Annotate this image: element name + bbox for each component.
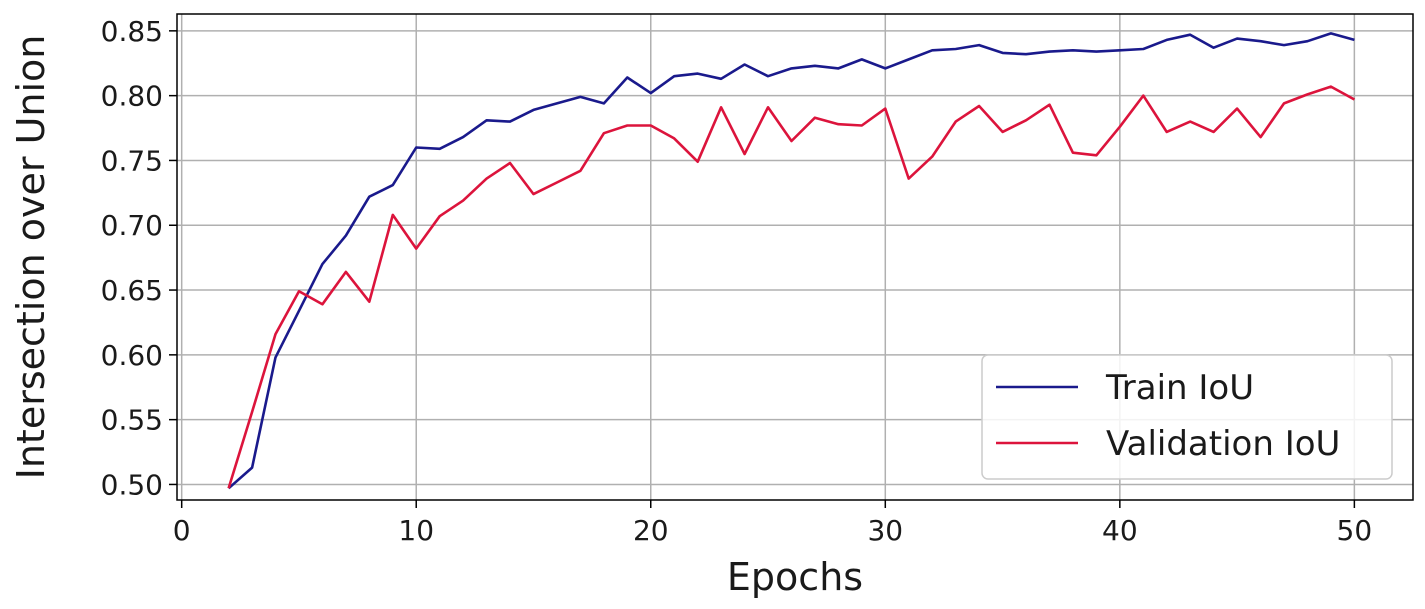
grid — [177, 14, 1413, 500]
x-tick-label: 20 — [633, 514, 669, 547]
series-line-validation-iou — [227, 85, 1356, 489]
y-tick-label: 0.85 — [101, 15, 163, 48]
series-line-train-iou — [227, 32, 1355, 490]
y-tick-label: 0.75 — [101, 144, 163, 177]
x-tick-label: 0 — [173, 514, 191, 547]
y-tick-label: 0.60 — [101, 339, 163, 372]
x-tick-label: 40 — [1102, 514, 1138, 547]
x-axis-title: Epochs — [727, 555, 863, 599]
plot-frame — [176, 13, 1414, 501]
y-tick-label: 0.70 — [101, 209, 163, 242]
legend-box — [981, 354, 1393, 480]
y-tick-label: 0.80 — [101, 80, 163, 113]
x-tick-label: 30 — [867, 514, 903, 547]
legend: Train IoU Validation IoU — [981, 354, 1393, 480]
legend-label-train-iou: Train IoU — [1105, 368, 1254, 408]
y-axis-title: Intersection over Union — [9, 35, 53, 480]
y-tick-label: 0.65 — [101, 274, 163, 307]
x-tick-label: 50 — [1337, 514, 1373, 547]
x-tick-label: 10 — [398, 514, 434, 547]
legend-label-validation-iou: Validation IoU — [1106, 424, 1340, 464]
y-tick-label: 0.50 — [101, 468, 163, 501]
axis-ticks: 0 10 20 30 40 50 0.50 0.55 0.60 0.65 0.70 0.75 0.80 0… — [101, 15, 1373, 547]
y-tick-label: 0.55 — [101, 404, 163, 437]
series-lines — [227, 32, 1356, 490]
